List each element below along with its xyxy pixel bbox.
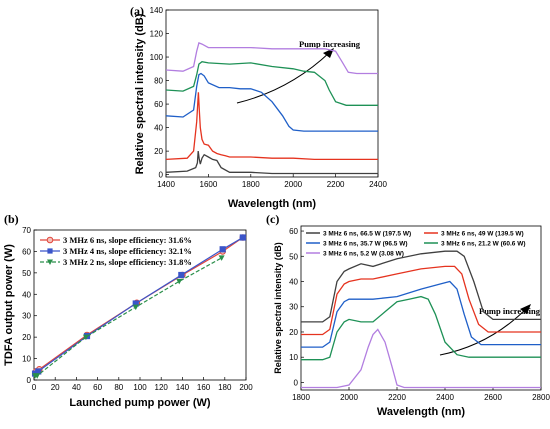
x-tick-label-c: 2000	[340, 393, 358, 402]
x-tick-label-b: 20	[51, 383, 60, 392]
x-tick-label-c: 1800	[292, 393, 310, 402]
x-tick-label-b: 200	[239, 383, 253, 392]
y-tick-label-a: 20	[154, 147, 163, 156]
y-tick-label-b: 0	[27, 376, 32, 385]
x-tick-label-c: 2600	[484, 393, 502, 402]
y-tick-label-b: 60	[22, 247, 31, 256]
y-tick-label-b: 10	[22, 355, 31, 364]
x-axis-label-b: Launched pump power (W)	[69, 397, 210, 409]
x-tick-label-c: 2400	[436, 393, 454, 402]
legend-label-b: 3 MHz 4 ns, slope efficiency: 32.1%	[63, 246, 192, 256]
annotation-pump-increasing-a: Pump increasing	[299, 39, 361, 49]
series-line-a-4	[165, 42, 378, 75]
panel-label-b: (b)	[4, 212, 19, 226]
y-tick-label-c: 50	[289, 252, 298, 261]
legend-label-c: 3 MHz 6 ns, 49 W (139.5 W)	[441, 231, 524, 238]
legend-label-c: 3 MHz 6 ns, 5.2 W (3.08 W)	[323, 251, 404, 258]
legend-marker-triangle	[47, 259, 53, 265]
x-tick-label-b: 160	[197, 383, 211, 392]
series-line-a-0	[165, 151, 378, 175]
legend-label-c: 3 MHz 6 ns, 66.5 W (197.5 W)	[323, 231, 411, 238]
x-tick-label-b: 180	[218, 383, 232, 392]
legend-label-b: 3 MHz 2 ns, slope efficiency: 31.8%	[63, 257, 192, 267]
x-tick-label-c: 2200	[388, 393, 406, 402]
data-point-triangle	[132, 304, 139, 311]
x-tick-label-b: 80	[114, 383, 123, 392]
x-tick-label-a: 2000	[284, 180, 302, 189]
plot-area-a	[165, 9, 379, 178]
data-point-square	[219, 246, 226, 253]
data-point-triangle	[82, 334, 89, 341]
legend-marker-square	[47, 248, 53, 254]
series-line-c-0	[301, 250, 541, 323]
x-tick-label-a: 2200	[327, 180, 345, 189]
pump-arrow-a	[236, 51, 331, 104]
y-tick-label-a: 100	[150, 53, 164, 62]
data-point-triangle	[34, 373, 41, 379]
data-point-triangle	[218, 255, 225, 261]
x-tick-label-a: 2400	[369, 180, 387, 189]
y-tick-label-c: 20	[289, 328, 298, 337]
legend-marker-circle	[46, 236, 54, 244]
x-tick-label-a: 1400	[157, 180, 175, 189]
panel-label-c: (c)	[266, 212, 279, 226]
y-tick-label-c: 0	[294, 378, 299, 387]
y-tick-label-b: 30	[22, 312, 31, 321]
y-tick-label-a: 80	[154, 77, 163, 86]
series-line-c-2	[301, 280, 541, 348]
y-tick-label-c: 60	[289, 227, 298, 236]
y-tick-label-c: 40	[289, 278, 298, 287]
y-tick-label-c: 30	[289, 303, 298, 312]
y-tick-label-c: 10	[289, 353, 298, 362]
x-tick-label-a: 1600	[200, 180, 218, 189]
panel-c: (c) Wavelength (nm) Relative spectral in…	[266, 212, 550, 418]
y-tick-label-b: 20	[22, 333, 31, 342]
series-line-a-1	[165, 92, 378, 161]
y-tick-label-a: 60	[154, 100, 163, 109]
pump-arrowhead-c	[520, 304, 531, 314]
panel-b: (b) Launched pump power (W) TDFA output …	[3, 212, 253, 409]
x-axis-label-c: Wavelength (nm)	[377, 406, 466, 418]
y-axis-label-b: TDFA output power (W)	[3, 244, 15, 366]
pump-arrow-c	[439, 307, 528, 356]
series-line-a-3	[165, 61, 378, 106]
x-axis-label-a: Wavelength (nm)	[228, 198, 317, 210]
series-line-c-4	[301, 328, 541, 389]
annotation-pump-increasing-c: Pump increasing	[479, 306, 541, 316]
y-tick-label-b: 40	[22, 290, 31, 299]
x-tick-label-b: 140	[176, 383, 190, 392]
legend-label-c: 3 MHz 6 ns, 21.2 W (60.6 W)	[441, 241, 526, 248]
series-line-c-3	[301, 295, 541, 361]
data-point-square	[239, 234, 246, 241]
x-tick-label-b: 0	[32, 383, 37, 392]
y-tick-label-a: 40	[154, 124, 163, 133]
x-tick-label-a: 1800	[242, 180, 260, 189]
y-tick-label-a: 0	[159, 171, 164, 180]
y-tick-label-a: 140	[150, 6, 164, 15]
x-tick-label-b: 120	[155, 383, 169, 392]
y-tick-label-a: 120	[150, 30, 164, 39]
data-point-square	[178, 271, 185, 279]
y-axis-label-c: Relative spectral intensity (dB)	[273, 242, 283, 374]
x-tick-label-b: 100	[133, 383, 147, 392]
panel-a: (a) Wavelength (nm) Relative spectral in…	[130, 4, 387, 210]
x-tick-label-b: 60	[93, 383, 102, 392]
y-axis-label-a: Relative spectral intensity (dB)	[134, 13, 146, 174]
series-line-c-1	[301, 265, 541, 336]
y-tick-label-b: 50	[22, 269, 31, 278]
x-tick-label-b: 40	[72, 383, 81, 392]
panel-label-a: (a)	[130, 4, 144, 18]
legend-label-b: 3 MHz 6 ns, slope efficiency: 31.6%	[63, 235, 192, 245]
y-tick-label-b: 70	[22, 226, 31, 235]
x-tick-label-c: 2800	[532, 393, 550, 402]
series-line-a-2	[165, 72, 378, 132]
legend-label-c: 3 MHz 6 ns, 35.7 W (96.5 W)	[323, 241, 408, 248]
data-point-triangle	[176, 278, 183, 285]
